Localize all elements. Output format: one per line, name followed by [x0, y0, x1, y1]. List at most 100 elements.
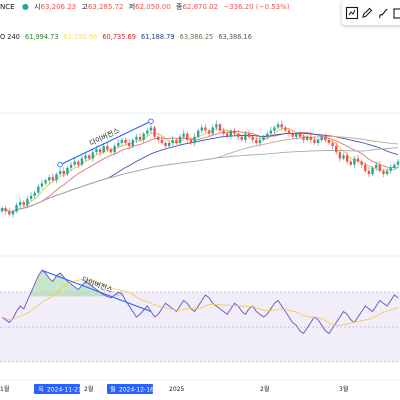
calendar-icon[interactable] [392, 5, 400, 19]
candle [364, 161, 367, 173]
candle [102, 143, 105, 155]
candle-body [266, 133, 269, 137]
candle [160, 136, 164, 145]
candle-body [382, 170, 385, 175]
candle [324, 133, 327, 143]
candle [146, 127, 149, 136]
ma-line-2 [1, 130, 399, 212]
candle [117, 139, 120, 148]
candle [131, 138, 134, 148]
candle [11, 209, 15, 218]
candle [200, 124, 204, 134]
candle-body [233, 130, 236, 134]
candle [236, 129, 240, 140]
ma-line-5 [1, 147, 399, 212]
candle-body [240, 136, 243, 140]
candle [320, 133, 323, 142]
candle [175, 138, 178, 145]
candle-body [149, 127, 153, 131]
candle [189, 137, 193, 145]
candle-body [98, 149, 102, 153]
candle [106, 142, 109, 153]
candle-body [298, 133, 302, 137]
pencil-icon[interactable] [360, 5, 374, 19]
candle [331, 140, 334, 150]
candle [335, 142, 338, 155]
candle-body [0, 208, 4, 212]
candle-body [8, 211, 11, 215]
symbol-name[interactable]: NANCE [0, 3, 15, 11]
candle [247, 129, 251, 139]
candle [211, 124, 214, 136]
candle-body [182, 133, 185, 137]
candle-body [153, 127, 156, 137]
change-value: −336.20 (−0.53%) [223, 3, 290, 11]
candle [149, 123, 153, 134]
candle-body [117, 142, 120, 147]
candle [276, 121, 280, 130]
candle-body [226, 133, 229, 137]
candle-body [204, 127, 207, 131]
candle [44, 178, 47, 186]
candle-body [305, 136, 309, 140]
date-highlight-2: 월 2024-12-16 [107, 384, 154, 394]
candle-body [215, 124, 218, 128]
candle-body [371, 167, 374, 175]
candle [135, 133, 138, 143]
candle-body [160, 139, 164, 143]
date-highlight-2-date: 2024-12-16 [119, 387, 154, 394]
chart-box-icon[interactable] [345, 5, 359, 20]
candle [33, 190, 36, 199]
candle [382, 169, 385, 178]
date-highlight-1: 목 2024-11-21 [34, 384, 82, 394]
candle [367, 167, 371, 178]
candle-body [55, 174, 58, 181]
candle-body [66, 167, 69, 175]
high-label: 고 [81, 3, 88, 11]
candle-body [87, 155, 91, 159]
candle [164, 141, 167, 150]
candle-body [127, 142, 131, 147]
candle-body [4, 208, 7, 212]
candle [178, 133, 182, 147]
brush-icon[interactable] [376, 5, 390, 19]
ohlc-legend: NANCE ● 시63,206.23 고63,285.72 저62,050.00… [0, 0, 340, 14]
candle [171, 136, 174, 147]
rsi-overbought-fill [31, 270, 395, 297]
candle-body [291, 133, 294, 137]
divergence-line-rsi [41, 269, 152, 313]
time-tick-4: 2월 [260, 385, 269, 393]
low-value: 62,050.00 [135, 3, 171, 11]
candle [4, 205, 7, 215]
rsi-pane[interactable]: 다이버전스 [0, 269, 400, 363]
candle [142, 131, 145, 143]
candle [22, 200, 25, 207]
main-price-pane[interactable]: 다이버전스 [0, 112, 400, 218]
time-axis[interactable]: 1월 2월 2025 2월 3월 목 2024-11-21 월 2024-12-… [0, 379, 400, 400]
candle [378, 161, 382, 173]
candle [26, 196, 29, 209]
candle-body [378, 164, 382, 171]
candle [29, 192, 33, 201]
candle [244, 130, 247, 143]
date-highlight-2-prefix: 월 [110, 386, 116, 394]
candle [48, 174, 51, 184]
candle [353, 155, 356, 168]
candle-body [22, 202, 25, 206]
candle-body [167, 142, 171, 147]
candle [229, 128, 233, 140]
candle-body [335, 146, 338, 153]
candle [55, 172, 58, 184]
candle-body [91, 152, 95, 159]
rsi-ma-line [1, 279, 399, 326]
candle-body [342, 155, 345, 159]
candle-body [273, 127, 276, 131]
candle-body [316, 139, 320, 143]
candle-body [389, 167, 392, 171]
candle [196, 128, 200, 139]
candle-body [80, 158, 84, 165]
candle-body [375, 164, 378, 168]
candle [120, 138, 124, 147]
candle [291, 129, 294, 139]
